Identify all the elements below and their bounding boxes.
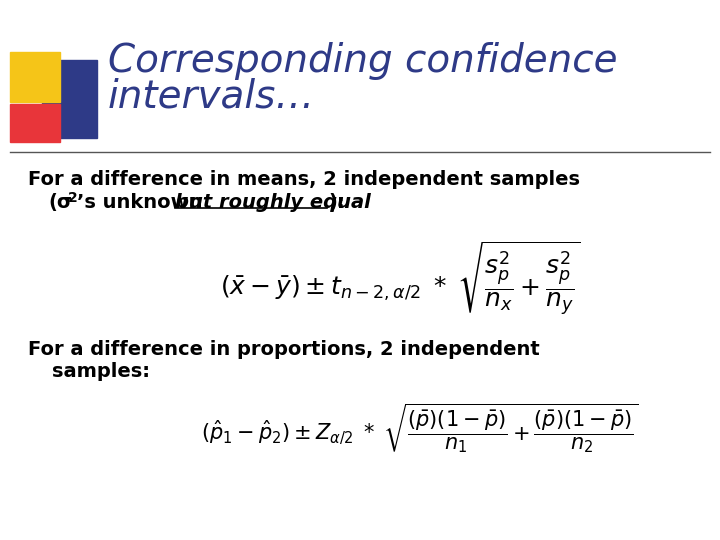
Text: ’s unknown: ’s unknown [77, 193, 210, 212]
Text: For a difference in proportions, 2 independent: For a difference in proportions, 2 indep… [28, 340, 540, 359]
Text: 2: 2 [68, 191, 78, 205]
Text: $(\hat{p}_1 - \hat{p}_2) \pm Z_{\alpha/2} \;*\; \sqrt{\dfrac{(\bar{p})(1-\bar{p}: $(\hat{p}_1 - \hat{p}_2) \pm Z_{\alpha/2… [201, 402, 639, 456]
Text: samples:: samples: [52, 362, 150, 381]
Bar [10, 52, 60, 102]
Text: Corresponding confidence: Corresponding confidence [108, 42, 618, 80]
Text: but roughly equal: but roughly equal [175, 193, 371, 212]
Text: (σ: (σ [48, 193, 72, 212]
Text: intervals…: intervals… [108, 78, 315, 116]
Bar [10, 104, 60, 142]
Text: ):: ): [328, 193, 345, 212]
Text: For a difference in means, 2 independent samples: For a difference in means, 2 independent… [28, 170, 580, 189]
Bar [42, 60, 97, 138]
Text: $(\bar{x} - \bar{y}) \pm t_{n-2,\alpha/2} \;*\; \sqrt{\dfrac{s_p^2}{n_x} + \dfra: $(\bar{x} - \bar{y}) \pm t_{n-2,\alpha/2… [220, 240, 580, 319]
